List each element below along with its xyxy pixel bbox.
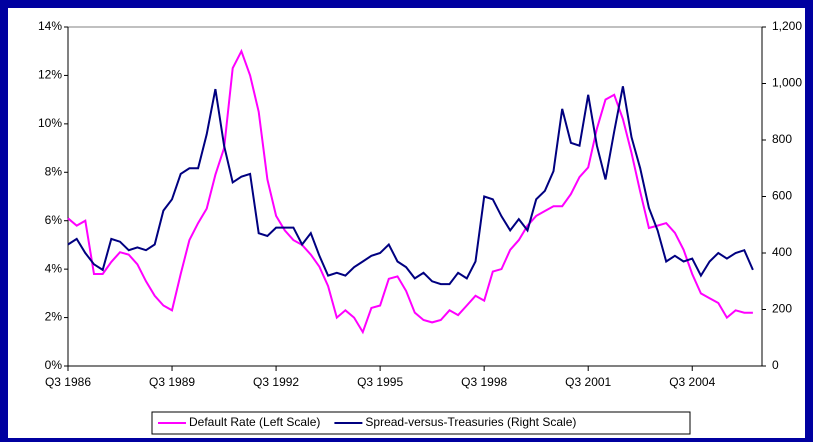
y2-tick-label: 600 [772,189,792,203]
x-tick-label: Q3 2004 [669,375,715,389]
y2-tick-label: 800 [772,132,792,146]
y-tick-label: 0% [45,358,63,372]
legend-label: Spread-versus-Treasuries (Right Scale) [365,415,576,429]
y-tick-label: 2% [45,310,63,324]
y2-tick-label: 200 [772,302,792,316]
legend-label: Default Rate (Left Scale) [189,415,320,429]
y2-tick-label: 0 [772,358,779,372]
x-tick-label: Q3 1986 [45,375,91,389]
series-line [67,48,753,335]
x-tick-label: Q3 2001 [565,375,611,389]
y-tick-label: 6% [45,213,63,227]
y-tick-label: 8% [45,164,63,178]
y2-tick-label: 1,000 [772,76,802,90]
legend [151,411,691,435]
x-tick-label: Q3 1998 [461,375,507,389]
x-tick-label: Q3 1989 [149,375,195,389]
y-tick-label: 4% [45,261,63,275]
x-tick-label: Q3 1992 [253,375,299,389]
y-tick-label: 14% [38,19,62,33]
y2-tick-label: 1,200 [772,19,802,33]
y-tick-label: 10% [38,116,62,130]
y2-tick-label: 400 [772,245,792,259]
y-tick-label: 12% [38,68,62,82]
series-line [67,86,754,286]
x-tick-label: Q3 1995 [357,375,403,389]
